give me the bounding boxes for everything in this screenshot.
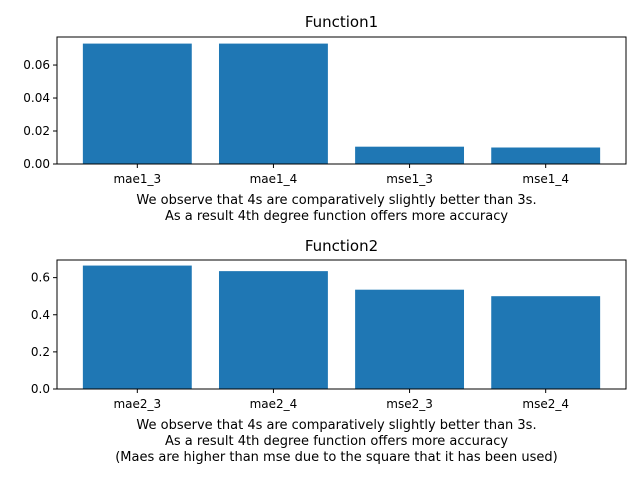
x-tick-label: mse2_4 — [522, 397, 569, 411]
caption-line: (Maes are higher than mse due to the squ… — [115, 450, 558, 465]
x-tick-label: mse1_3 — [386, 172, 433, 186]
bar-mse2_4 — [491, 296, 601, 389]
y-tick-label: 0.4 — [31, 308, 50, 322]
x-tick-label: mae2_4 — [250, 397, 298, 411]
bar-mae2_4 — [218, 271, 328, 389]
caption-line: We observe that 4s are comparatively sli… — [136, 418, 536, 433]
plot-frame — [56, 259, 627, 390]
y-tick-label: 0.00 — [23, 157, 50, 171]
caption-line: As a result 4th degree function offers m… — [165, 434, 508, 449]
y-tick-label: 0.06 — [23, 58, 50, 72]
bar-mae1_4 — [218, 43, 328, 165]
x-tick-label: mae1_3 — [113, 172, 161, 186]
x-tick-label: mse2_3 — [386, 397, 433, 411]
y-tick-label: 0.0 — [31, 382, 50, 396]
chart-title: Function2 — [305, 237, 378, 255]
chart-function1: Function1 0.00 0.02 0.04 0.06 mae1_3 mae1_4 mse… — [23, 13, 627, 224]
chart-function2: Function2 0.0 0.2 0.4 0.6 mae2_3 mae2_4 mse2_3 m… — [31, 237, 627, 465]
caption-line: As a result 4th degree function offers m… — [165, 209, 508, 224]
bar-mse1_4 — [491, 147, 601, 164]
bar-mse1_3 — [355, 146, 465, 164]
x-tick-label: mae2_3 — [113, 397, 161, 411]
chart-title: Function1 — [305, 13, 378, 31]
y-tick-label: 0.04 — [23, 91, 50, 105]
plot-frame — [56, 36, 627, 165]
x-tick-label: mse1_4 — [522, 172, 569, 186]
bar-mae2_3 — [82, 265, 192, 389]
caption-line: We observe that 4s are comparatively sli… — [136, 193, 536, 208]
bar-mse2_3 — [355, 289, 465, 389]
bar-mae1_3 — [82, 43, 192, 165]
y-tick-label: 0.6 — [31, 271, 50, 285]
y-tick-label: 0.02 — [23, 124, 50, 138]
x-tick-label: mae1_4 — [250, 172, 298, 186]
y-tick-label: 0.2 — [31, 345, 50, 359]
